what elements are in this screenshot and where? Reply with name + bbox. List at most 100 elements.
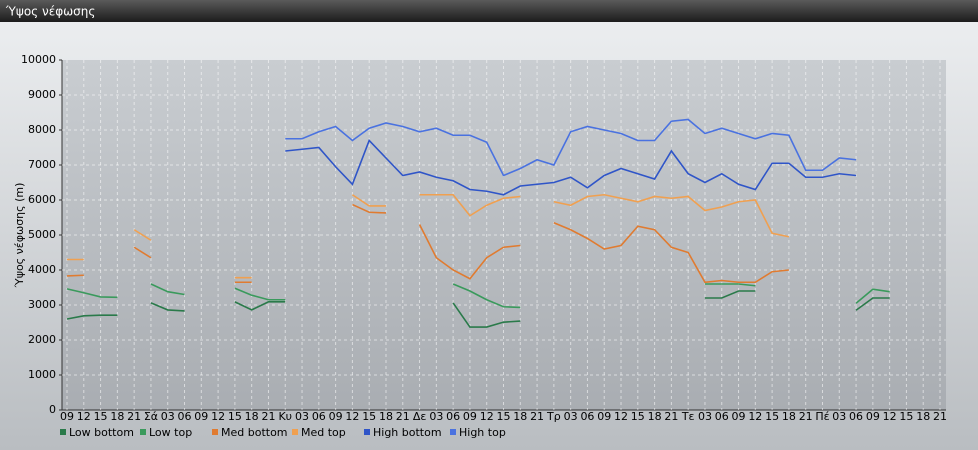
x-tick-label: 03 bbox=[832, 410, 846, 423]
x-tick-label: Τρ bbox=[546, 410, 561, 423]
x-tick-label: 12 bbox=[614, 410, 628, 423]
x-tick-label: 09 bbox=[60, 410, 74, 423]
series-line bbox=[855, 297, 890, 311]
series-line bbox=[418, 224, 521, 280]
x-tick-label: 03 bbox=[429, 410, 443, 423]
y-tick-label: 0 bbox=[49, 403, 56, 416]
y-tick-label: 2000 bbox=[28, 333, 56, 346]
x-tick-label: 06 bbox=[715, 410, 729, 423]
y-tick-label: 9000 bbox=[28, 88, 56, 101]
legend-swatch bbox=[212, 429, 218, 435]
x-tick-label: Κυ bbox=[278, 410, 292, 423]
x-tick-label: 06 bbox=[446, 410, 460, 423]
y-tick-label: 8000 bbox=[28, 123, 56, 136]
series-line bbox=[66, 314, 118, 320]
x-tick-label: 18 bbox=[782, 410, 796, 423]
y-tick-label: 3000 bbox=[28, 298, 56, 311]
legend-label: Low top bbox=[149, 426, 192, 439]
legend-label: Med bottom bbox=[221, 426, 288, 439]
x-tick-label: 06 bbox=[312, 410, 326, 423]
y-tick-label: 1000 bbox=[28, 368, 56, 381]
x-tick-label: 15 bbox=[899, 410, 913, 423]
y-tick-label: 6000 bbox=[28, 193, 56, 206]
y-tick-label: 4000 bbox=[28, 263, 56, 276]
x-tick-label: 15 bbox=[94, 410, 108, 423]
x-tick-label: Σά bbox=[144, 410, 158, 423]
y-axis-label: Ύψος νέφωσης (m) bbox=[13, 183, 26, 289]
x-tick-label: 18 bbox=[916, 410, 930, 423]
series-line bbox=[452, 302, 521, 328]
x-tick-label: 18 bbox=[379, 410, 393, 423]
x-tick-label: 12 bbox=[480, 410, 494, 423]
x-tick-label: 15 bbox=[631, 410, 645, 423]
x-tick-label: 03 bbox=[698, 410, 712, 423]
series-line bbox=[234, 287, 286, 301]
x-tick-label: 09 bbox=[329, 410, 343, 423]
x-tick-label: 06 bbox=[178, 410, 192, 423]
x-tick-label: 15 bbox=[362, 410, 376, 423]
x-tick-label: 21 bbox=[530, 410, 544, 423]
x-tick-label: 18 bbox=[110, 410, 124, 423]
x-tick-label: 06 bbox=[580, 410, 594, 423]
y-tick-label: 5000 bbox=[28, 228, 56, 241]
legend-swatch bbox=[292, 429, 298, 435]
x-tick-label: 03 bbox=[161, 410, 175, 423]
x-tick-label: 09 bbox=[463, 410, 477, 423]
series-line bbox=[234, 301, 286, 311]
x-tick-label: 21 bbox=[127, 410, 141, 423]
x-tick-label: 12 bbox=[345, 410, 359, 423]
x-tick-label: 12 bbox=[883, 410, 897, 423]
x-tick-label: 12 bbox=[748, 410, 762, 423]
legend-swatch bbox=[450, 429, 456, 435]
x-tick-label: 09 bbox=[597, 410, 611, 423]
x-tick-label: Τε bbox=[681, 410, 695, 423]
series-line bbox=[351, 194, 386, 207]
series-line bbox=[150, 283, 185, 296]
series-line bbox=[285, 118, 857, 177]
series-line bbox=[452, 283, 521, 309]
x-tick-label: 15 bbox=[228, 410, 242, 423]
series-line bbox=[704, 290, 756, 299]
series-line bbox=[133, 229, 152, 241]
x-tick-label: 09 bbox=[866, 410, 880, 423]
series-line bbox=[419, 193, 521, 217]
legend-label: Med top bbox=[301, 426, 346, 439]
series-line bbox=[66, 288, 118, 299]
chart-title: Ύψος νέφωσης bbox=[5, 5, 95, 19]
x-tick-label: 12 bbox=[211, 410, 225, 423]
legend-label: Low bottom bbox=[69, 426, 134, 439]
series-line bbox=[553, 193, 790, 238]
series-line bbox=[133, 246, 152, 259]
y-tick-label: 7000 bbox=[28, 158, 56, 171]
x-tick-label: 06 bbox=[849, 410, 863, 423]
x-tick-label: Πέ bbox=[815, 410, 829, 423]
series-line bbox=[855, 288, 890, 304]
x-tick-label: 21 bbox=[396, 410, 410, 423]
series-line bbox=[66, 274, 84, 277]
x-tick-label: 21 bbox=[664, 410, 678, 423]
series-line bbox=[704, 283, 756, 287]
x-tick-label: 18 bbox=[245, 410, 259, 423]
legend-swatch bbox=[364, 429, 370, 435]
x-tick-label: Δε bbox=[413, 410, 427, 423]
x-tick-label: 21 bbox=[261, 410, 275, 423]
title-bar bbox=[0, 0, 978, 22]
x-tick-label: 21 bbox=[799, 410, 813, 423]
y-tick-label: 10000 bbox=[21, 53, 56, 66]
x-tick-label: 18 bbox=[648, 410, 662, 423]
series-line bbox=[285, 139, 857, 196]
series-line bbox=[352, 203, 387, 214]
x-tick-label: 09 bbox=[194, 410, 208, 423]
series-line bbox=[553, 222, 789, 284]
x-tick-label: 15 bbox=[497, 410, 511, 423]
x-tick-label: 03 bbox=[564, 410, 578, 423]
legend-label: High bottom bbox=[373, 426, 442, 439]
legend-swatch bbox=[60, 429, 66, 435]
x-tick-label: 15 bbox=[765, 410, 779, 423]
x-tick-label: 18 bbox=[513, 410, 527, 423]
x-tick-label: 12 bbox=[77, 410, 91, 423]
x-tick-label: 03 bbox=[295, 410, 309, 423]
legend-label: High top bbox=[459, 426, 506, 439]
x-tick-label: 09 bbox=[732, 410, 746, 423]
